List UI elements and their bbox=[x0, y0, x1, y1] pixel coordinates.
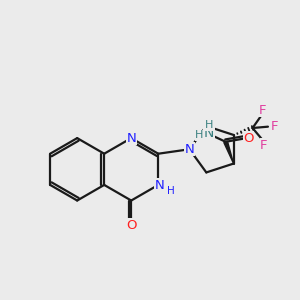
Text: H: H bbox=[205, 120, 214, 130]
Text: N: N bbox=[155, 179, 165, 192]
Text: N: N bbox=[184, 143, 194, 156]
Text: F: F bbox=[258, 103, 266, 116]
Text: F: F bbox=[271, 120, 278, 133]
Text: H: H bbox=[167, 187, 175, 196]
Polygon shape bbox=[224, 141, 234, 164]
Text: N: N bbox=[204, 126, 214, 140]
Text: O: O bbox=[243, 132, 254, 145]
Text: N: N bbox=[126, 132, 136, 145]
Text: F: F bbox=[260, 139, 268, 152]
Text: O: O bbox=[126, 219, 136, 232]
Text: H: H bbox=[195, 130, 204, 140]
